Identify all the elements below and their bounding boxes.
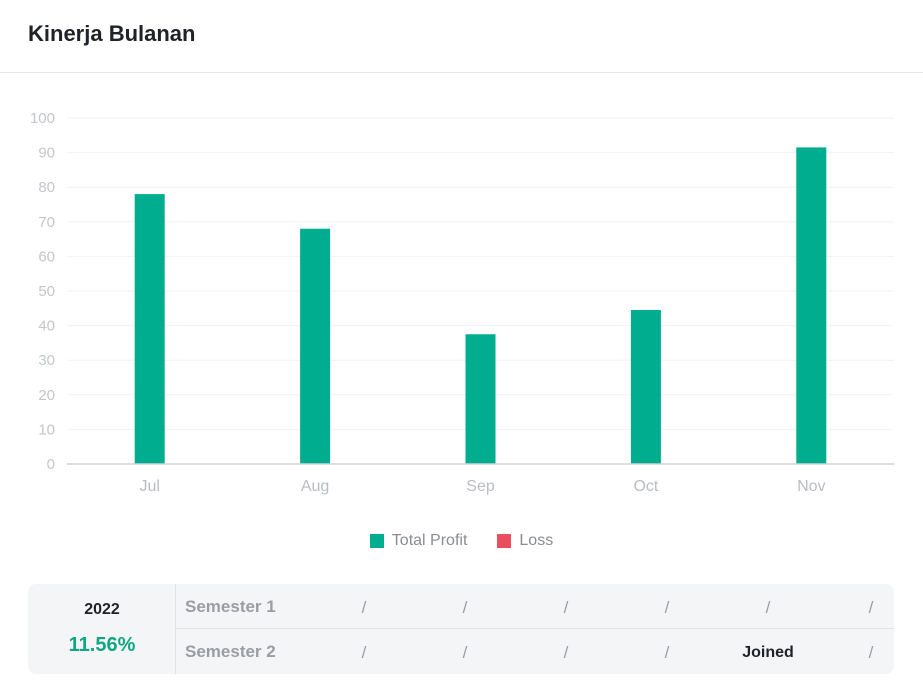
y-tick-label: 70 bbox=[38, 214, 55, 231]
chart-legend: Total Profit Loss bbox=[0, 532, 923, 550]
y-tick-label: 100 bbox=[30, 110, 55, 127]
semester-summary: 2022 11.56% Semester 1 / / / / / / Semes… bbox=[28, 584, 894, 674]
y-tick-label: 0 bbox=[47, 456, 55, 473]
x-tick-label: Sep bbox=[466, 478, 495, 495]
y-tick-label: 10 bbox=[38, 421, 55, 438]
semester-2-row: Semester 2 / / / / Joined / bbox=[176, 629, 894, 674]
y-tick-label: 50 bbox=[38, 283, 55, 300]
x-tick-label: Jul bbox=[139, 478, 159, 495]
y-tick-label: 90 bbox=[38, 145, 55, 162]
x-axis: Jul Aug Sep Oct Nov bbox=[67, 463, 894, 495]
x-tick-label: Oct bbox=[633, 478, 658, 495]
semester-1-cell: / bbox=[765, 598, 771, 617]
growth-percentage: 11.56% bbox=[68, 634, 136, 656]
semester-1-label: Semester 1 bbox=[185, 597, 276, 616]
x-tick-label: Nov bbox=[797, 478, 825, 495]
semester-2-label: Semester 2 bbox=[185, 642, 276, 661]
bar-sep[interactable] bbox=[465, 334, 496, 464]
legend-swatch-loss bbox=[497, 534, 512, 548]
bar-nov[interactable] bbox=[796, 147, 827, 464]
legend-item-loss[interactable]: Loss bbox=[497, 532, 553, 550]
year-label: 2022 bbox=[84, 601, 120, 618]
semester-1-cell: / bbox=[664, 598, 670, 617]
semester-2-cell: / bbox=[664, 643, 670, 662]
semester-2-cell: / bbox=[868, 643, 874, 662]
semester-1-cell: / bbox=[868, 598, 874, 617]
semester-2-joined-status: Joined bbox=[742, 644, 794, 661]
y-tick-label: 60 bbox=[38, 248, 55, 265]
legend-swatch-total-profit bbox=[369, 534, 384, 548]
semester-1-cell: / bbox=[563, 598, 569, 617]
semester-2-cell: / bbox=[462, 643, 468, 662]
y-tick-label: 20 bbox=[38, 387, 55, 404]
card-header: Kinerja Bulanan bbox=[0, 0, 923, 73]
semester-2-cell: / bbox=[563, 643, 569, 662]
x-tick-label: Aug bbox=[301, 478, 329, 495]
bar-jul[interactable] bbox=[134, 194, 165, 464]
legend-label-total-profit: Total Profit bbox=[391, 532, 468, 549]
legend-item-total-profit[interactable]: Total Profit bbox=[369, 532, 468, 550]
semester-1-cell: / bbox=[462, 598, 468, 617]
y-axis: 0 10 20 30 40 50 60 70 80 90 100 bbox=[30, 110, 55, 473]
bar-aug[interactable] bbox=[300, 228, 331, 464]
y-tick-label: 80 bbox=[38, 179, 55, 196]
chart-grid bbox=[67, 117, 894, 430]
y-tick-label: 30 bbox=[38, 352, 55, 369]
legend-label-loss: Loss bbox=[519, 532, 554, 549]
bar-chart: 0 10 20 30 40 50 60 70 80 90 100 Jul Aug Sep Oct Nov bbox=[30, 110, 894, 495]
semester-1-row: Semester 1 / / / / / / bbox=[176, 584, 894, 629]
semester-1-cell: / bbox=[361, 598, 367, 617]
card-title: Kinerja Bulanan bbox=[28, 21, 196, 46]
y-tick-label: 40 bbox=[38, 318, 55, 335]
bars bbox=[134, 147, 827, 464]
year-cell: 2022 11.56% bbox=[28, 584, 176, 674]
bar-oct[interactable] bbox=[630, 310, 661, 464]
semester-2-cell: / bbox=[361, 643, 367, 662]
